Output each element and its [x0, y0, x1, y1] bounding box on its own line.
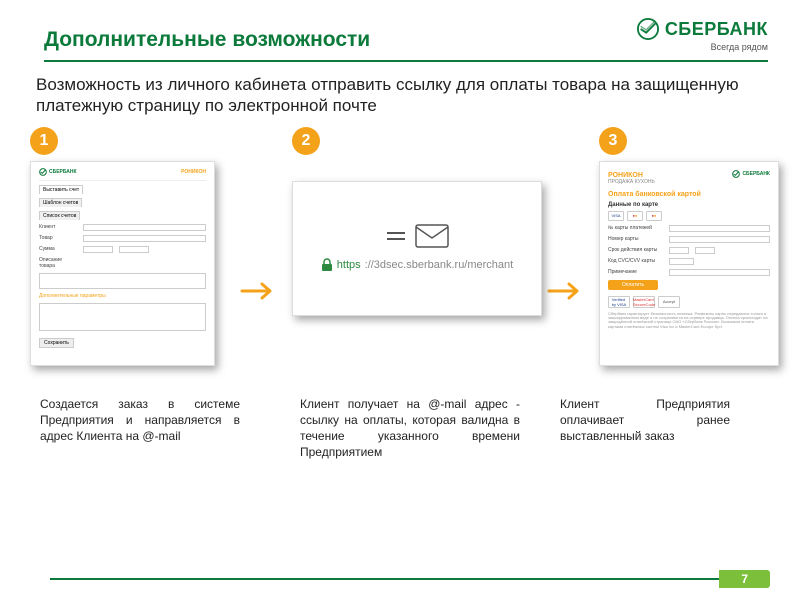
lock-icon [321, 258, 333, 272]
caption-1: Создается заказ в системе Предприятия и … [40, 396, 240, 461]
pay-brand: РОНИКОН [608, 172, 655, 179]
mini-sber-logo: СБЕРБАНК [39, 168, 77, 176]
step-badge-3: 3 [599, 127, 627, 155]
pay-sber-logo: СБЕРБАНК [732, 170, 770, 178]
url-bar: https ://3dsec.sberbank.ru/merchant [321, 258, 513, 272]
page-number: 7 [719, 570, 770, 588]
step-badge-1: 1 [30, 127, 58, 155]
mini-partner-logo: РОНИКОН [181, 169, 206, 175]
mock1-tabs: Выставить счет [39, 185, 206, 194]
footer: 7 [50, 570, 770, 588]
mock1-save-button: Сохранить [39, 338, 74, 348]
mail-icon [415, 224, 449, 248]
steps-row: 1 СБЕРБАНК РОНИКОН Выставить счет Шаблон… [0, 123, 800, 366]
arrow-1 [240, 279, 282, 303]
tab-template: Шаблон счетов [39, 198, 82, 207]
brand-logo: СБЕРБАНК Всегда рядом [637, 18, 768, 52]
mock-email-link: https ://3dsec.sberbank.ru/merchant [292, 181, 542, 316]
tab-invoice: Выставить счет [39, 185, 83, 194]
footer-rule [50, 578, 719, 580]
sberbank-icon [637, 18, 659, 40]
caption-2: Клиент получает на @-mail адрес - ссылку… [300, 396, 520, 461]
header: Дополнительные возможности СБЕРБАНК Всег… [0, 0, 800, 60]
brand-tagline: Всегда рядом [711, 42, 768, 52]
captions: Создается заказ в системе Предприятия и … [0, 366, 800, 461]
secure-logos: Verifiedby VISA MasterCardSecureCode Acc… [608, 296, 770, 308]
mock-order-form: СБЕРБАНК РОНИКОН Выставить счет Шаблон с… [30, 161, 215, 366]
tab-list: Список счетов [39, 211, 80, 220]
mock1-extra: Дополнительные параметры [39, 293, 206, 299]
mail-icons [385, 224, 449, 248]
field [83, 224, 206, 231]
step-3: 3 РОНИКОН ПРОДАЖА КУХОНЬ СБЕРБАНК Оплата… [599, 127, 789, 366]
arrow-2 [547, 279, 589, 303]
caption-3: Клиент Предприятия оплачивает ранее выст… [560, 396, 730, 461]
url-rest: ://3dsec.sberbank.ru/merchant [365, 259, 514, 271]
pay-subtitle: Данные по карте [608, 202, 770, 208]
brand-text: СБЕРБАНК [665, 19, 768, 40]
fineprint: Сбербанк гарантирует безопасность платеж… [608, 312, 770, 330]
equals-icon [385, 227, 407, 245]
step-1: 1 СБЕРБАНК РОНИКОН Выставить счет Шаблон… [30, 127, 240, 366]
step-2: 2 https ://3dsec.sberbank.ru/merchant [292, 127, 547, 316]
pay-button: Оплатить [608, 280, 658, 290]
url-https: https [337, 259, 361, 271]
intro-text: Возможность из личного кабинета отправит… [0, 62, 800, 123]
page-title: Дополнительные возможности [44, 28, 370, 52]
step-badge-2: 2 [292, 127, 320, 155]
mock-payment-page: РОНИКОН ПРОДАЖА КУХОНЬ СБЕРБАНК Оплата б… [599, 161, 779, 366]
card-logos: VISA ●● ●● [608, 211, 770, 221]
pay-title: Оплата банковской картой [608, 191, 770, 198]
